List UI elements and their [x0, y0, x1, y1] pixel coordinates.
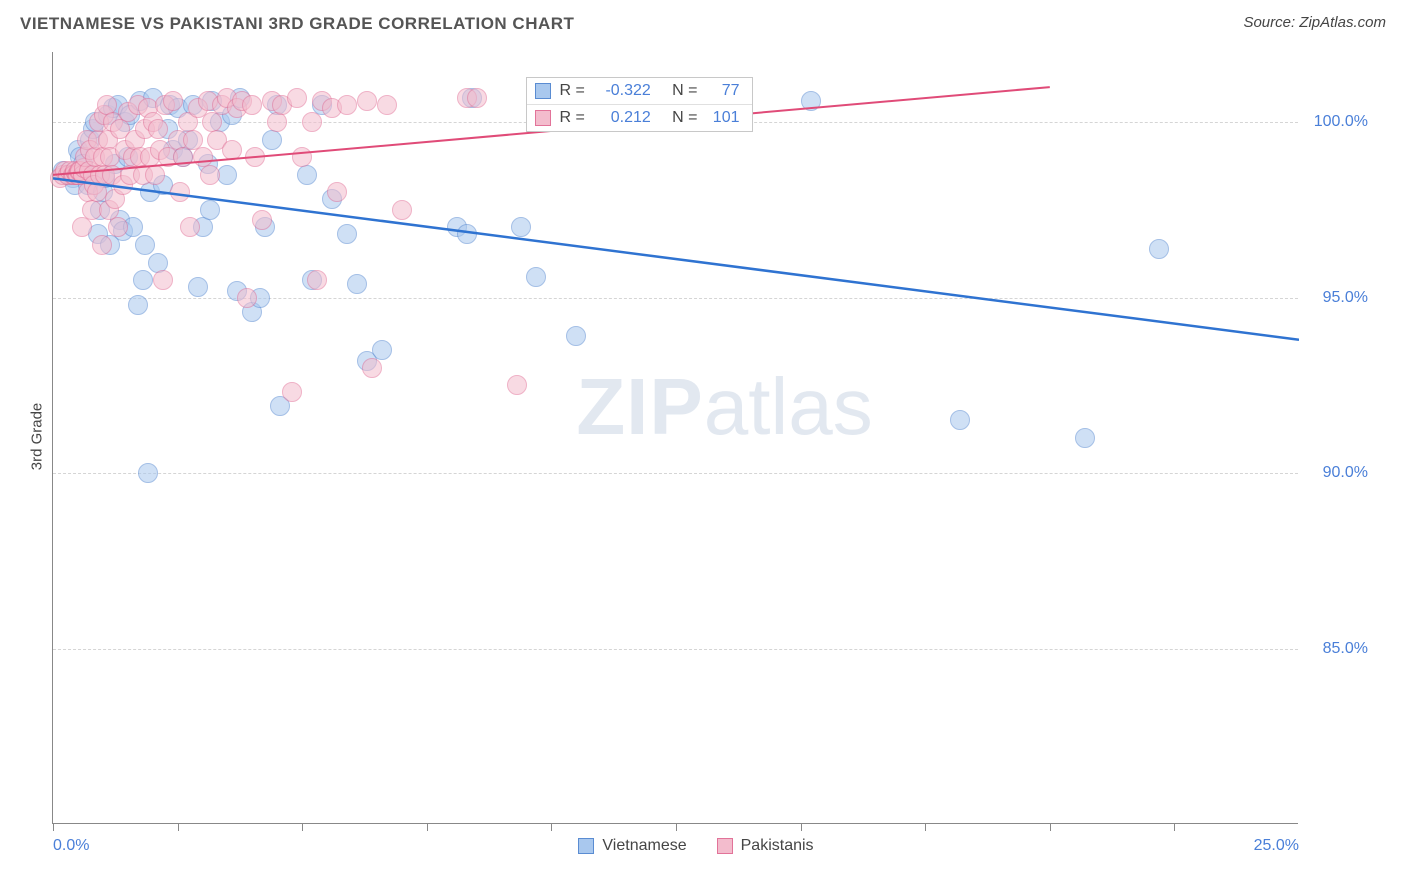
- data-point: [148, 119, 168, 139]
- gridline: [53, 473, 1298, 474]
- stats-box: R = -0.322 N = 77 R = 0.212 N = 101: [526, 77, 752, 132]
- data-point: [222, 140, 242, 160]
- data-point: [287, 88, 307, 108]
- data-point: [133, 270, 153, 290]
- data-point: [507, 375, 527, 395]
- data-point: [180, 217, 200, 237]
- data-point: [108, 217, 128, 237]
- x-tick-label: 0.0%: [53, 837, 89, 855]
- series-swatch: [535, 83, 551, 99]
- y-tick-label: 95.0%: [1323, 289, 1368, 307]
- data-point: [242, 95, 262, 115]
- x-tick: [302, 823, 303, 831]
- data-point: [292, 147, 312, 167]
- x-tick: [1050, 823, 1051, 831]
- data-point: [163, 91, 183, 111]
- data-point: [950, 410, 970, 430]
- data-point: [377, 95, 397, 115]
- data-point: [170, 182, 190, 202]
- stats-row: R = 0.212 N = 101: [527, 105, 751, 131]
- data-point: [357, 91, 377, 111]
- watermark: ZIPatlas: [576, 361, 872, 453]
- x-tick: [1174, 823, 1175, 831]
- data-point: [327, 182, 347, 202]
- data-point: [297, 165, 317, 185]
- chart-header: VIETNAMESE VS PAKISTANI 3RD GRADE CORREL…: [0, 0, 1406, 50]
- y-tick-label: 85.0%: [1323, 640, 1368, 658]
- legend-swatch: [578, 838, 594, 854]
- x-tick: [551, 823, 552, 831]
- legend: Vietnamese Pakistanis: [578, 837, 813, 855]
- legend-item: Vietnamese: [578, 837, 686, 855]
- stats-row: R = -0.322 N = 77: [527, 78, 751, 105]
- data-point: [87, 182, 107, 202]
- data-point: [392, 200, 412, 220]
- data-point: [145, 165, 165, 185]
- legend-label: Pakistanis: [741, 837, 814, 855]
- chart-title: VIETNAMESE VS PAKISTANI 3RD GRADE CORREL…: [20, 14, 574, 34]
- data-point: [511, 217, 531, 237]
- x-tick-label: 25.0%: [1254, 837, 1299, 855]
- data-point: [307, 270, 327, 290]
- data-point: [173, 147, 193, 167]
- data-point: [282, 382, 302, 402]
- x-tick: [53, 823, 54, 831]
- series-swatch: [535, 110, 551, 126]
- x-tick: [676, 823, 677, 831]
- data-point: [467, 88, 487, 108]
- data-point: [347, 274, 367, 294]
- data-point: [200, 165, 220, 185]
- data-point: [337, 224, 357, 244]
- x-tick: [925, 823, 926, 831]
- data-point: [526, 267, 546, 287]
- data-point: [252, 210, 272, 230]
- legend-item: Pakistanis: [717, 837, 814, 855]
- data-point: [267, 112, 287, 132]
- data-point: [200, 200, 220, 220]
- gridline: [53, 649, 1298, 650]
- data-point: [128, 295, 148, 315]
- y-tick-label: 100.0%: [1314, 113, 1368, 131]
- chart-source: Source: ZipAtlas.com: [1243, 14, 1386, 31]
- data-point: [302, 112, 322, 132]
- data-point: [217, 165, 237, 185]
- x-tick: [178, 823, 179, 831]
- data-point: [801, 91, 821, 111]
- data-point: [72, 217, 92, 237]
- data-point: [92, 235, 112, 255]
- data-point: [135, 235, 155, 255]
- data-point: [138, 463, 158, 483]
- data-point: [237, 288, 257, 308]
- x-tick: [801, 823, 802, 831]
- trend-lines: [53, 52, 1299, 824]
- x-tick: [427, 823, 428, 831]
- data-point: [362, 358, 382, 378]
- data-point: [1149, 239, 1169, 259]
- data-point: [337, 95, 357, 115]
- y-tick-label: 90.0%: [1323, 464, 1368, 482]
- data-point: [457, 224, 477, 244]
- data-point: [262, 130, 282, 150]
- y-axis-label: 3rd Grade: [28, 403, 45, 471]
- data-point: [566, 326, 586, 346]
- data-point: [153, 270, 173, 290]
- plot-area: 85.0%90.0%95.0%100.0%0.0%25.0%3rd GradeZ…: [52, 52, 1298, 824]
- legend-label: Vietnamese: [602, 837, 686, 855]
- legend-swatch: [717, 838, 733, 854]
- data-point: [1075, 428, 1095, 448]
- data-point: [245, 147, 265, 167]
- data-point: [188, 277, 208, 297]
